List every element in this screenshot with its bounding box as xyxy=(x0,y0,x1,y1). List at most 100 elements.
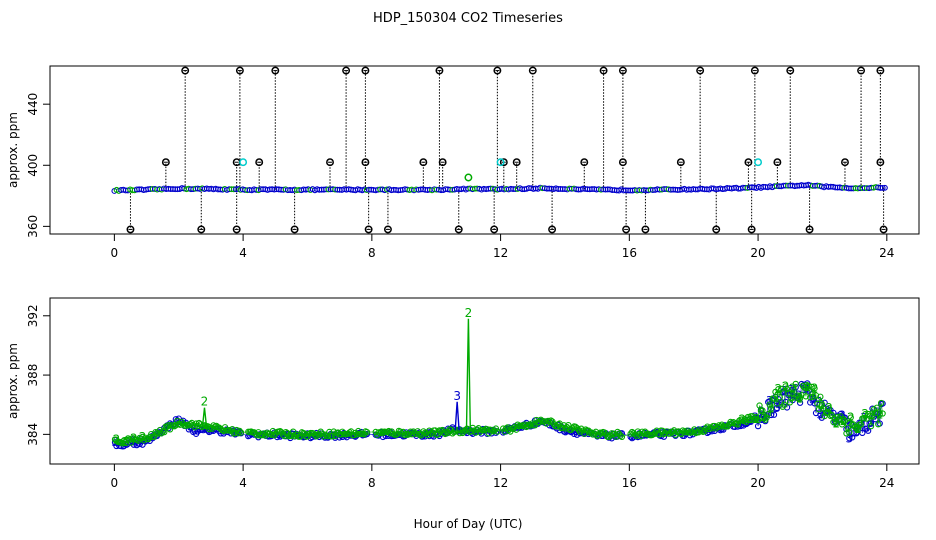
bottom-series-2-marker: 2 xyxy=(775,382,783,396)
bottom-series-2-marker: 2 xyxy=(796,391,804,405)
bottom-series-2-point xyxy=(618,433,626,440)
bottom-series-2-point xyxy=(767,405,775,412)
bottom-series-2-point xyxy=(815,406,823,413)
top-outlier-point xyxy=(744,158,753,167)
bottom-x-tick-label: 8 xyxy=(368,476,376,490)
top-x-tick-label: 24 xyxy=(879,246,894,260)
bottom-series-2-point xyxy=(792,380,799,388)
figure-title: HDP_150304 CO2 Timeseries xyxy=(373,11,563,26)
top-y-axis: 360 400 440 xyxy=(26,93,50,238)
bottom-series-2-point xyxy=(520,423,527,430)
x-axis-label: Hour of Day (UTC) xyxy=(414,517,523,531)
top-outlier-point xyxy=(696,66,705,75)
bottom-series-2-point xyxy=(866,412,873,419)
top-outlier-point xyxy=(841,158,849,167)
top-outlier-point xyxy=(438,158,447,167)
bottom-series-2-point xyxy=(773,400,781,407)
top-outlier-point xyxy=(235,66,244,75)
bottom-series-2-point xyxy=(401,431,408,439)
bottom-series-2-point xyxy=(481,427,488,434)
bottom-peak-line xyxy=(454,401,460,431)
bottom-series-2-point xyxy=(756,402,763,409)
top-outlier-point xyxy=(197,225,206,234)
bottom-plot-frame xyxy=(49,297,920,465)
top-outlier-point xyxy=(161,158,170,167)
top-outlier-point xyxy=(599,66,608,75)
bottom-series-2-point xyxy=(617,432,624,439)
bottom-series-2-point xyxy=(378,428,385,435)
bottom-series-2-point xyxy=(820,405,827,412)
bottom-x-tick-label: 24 xyxy=(879,476,894,490)
bottom-series-2-marker: 2 xyxy=(121,435,129,449)
top-x-tick-label: 4 xyxy=(239,246,247,260)
bottom-series-2-point xyxy=(627,430,634,437)
top-outlier-point xyxy=(454,225,463,234)
bottom-series-2-point xyxy=(833,420,840,427)
top-x-tick-label: 8 xyxy=(368,246,376,260)
bottom-series-2-point xyxy=(526,421,533,428)
bottom-series-3-point xyxy=(172,416,179,423)
bottom-series-3-point xyxy=(859,429,866,437)
top-outlier-point xyxy=(622,225,631,234)
bottom-series-3-point xyxy=(770,411,778,418)
bottom-series-2-point xyxy=(789,385,796,392)
bottom-peak-marker: 2 xyxy=(201,395,209,409)
bottom-series-2-point xyxy=(860,414,867,422)
bottom-series-2-marker: 2 xyxy=(767,402,775,416)
bottom-series-2-point xyxy=(161,428,168,436)
bottom-series-2-point xyxy=(494,428,501,435)
bottom-peak-line xyxy=(201,407,208,427)
bottom-series-3-marker: 3 xyxy=(780,384,788,398)
top-outlier-point xyxy=(271,66,280,75)
top-outlier-point xyxy=(239,158,248,167)
bottom-series-2-point xyxy=(579,427,586,434)
bottom-series-2-point xyxy=(434,431,442,438)
bottom-series-2-point xyxy=(796,395,804,402)
top-outlier-point xyxy=(676,158,685,167)
bottom-series-2-point xyxy=(837,413,844,420)
top-outlier-point xyxy=(712,225,721,234)
bottom-series-2-point xyxy=(788,395,795,402)
bottom-series-2-point xyxy=(187,421,194,428)
bottom-series-2-marker: 2 xyxy=(782,379,790,393)
top-outlier-point xyxy=(548,225,557,234)
top-series xyxy=(111,66,888,234)
bottom-series-2-marker: 2 xyxy=(803,380,811,394)
top-y-tick-label: 440 xyxy=(26,93,40,116)
bottom-series-2-marker: 2 xyxy=(825,401,833,415)
top-outlier-point xyxy=(786,66,795,75)
top-outlier-point xyxy=(747,225,756,234)
top-outlier-point xyxy=(876,66,885,75)
bottom-series-2-point xyxy=(702,424,710,432)
bottom-peak-line xyxy=(465,318,472,430)
bottom-peak-marker: 2 xyxy=(465,306,473,320)
bottom-series-2-point xyxy=(786,399,794,406)
bottom-y-tick-label: 384 xyxy=(26,423,40,446)
top-outlier-point xyxy=(383,225,392,234)
bottom-x-tick-label: 16 xyxy=(622,476,637,490)
top-outlier-point xyxy=(876,158,885,167)
bottom-series-3-point xyxy=(815,396,823,404)
bottom-series-2-point xyxy=(662,429,669,437)
top-outlier-point xyxy=(754,158,763,167)
top-outlier-point xyxy=(464,173,473,182)
top-y-axis-label: approx. ppm xyxy=(6,112,20,188)
bottom-series-2-point xyxy=(384,429,391,436)
bottom-series-3-marker: 3 xyxy=(766,394,774,408)
bottom-series-2-point xyxy=(123,436,130,443)
top-x-axis: 0 4 8 12 16 20 24 xyxy=(111,234,894,260)
bottom-series-2-point xyxy=(807,394,814,401)
bottom-series-2-marker: 2 xyxy=(840,414,848,428)
bottom-x-axis: 0 4 8 12 16 20 24 xyxy=(111,464,894,490)
bottom-series-2-marker: 2 xyxy=(811,381,819,395)
top-x-tick-label: 12 xyxy=(493,246,508,260)
bottom-series-3-marker: 3 xyxy=(853,425,861,439)
bottom-x-tick-label: 4 xyxy=(239,476,247,490)
bottom-series-2-marker: 2 xyxy=(738,412,746,426)
bottom-series-2-point xyxy=(502,425,510,432)
bottom-series-2-marker: 2 xyxy=(847,411,855,425)
bottom-series-2-point xyxy=(288,432,295,439)
bottom-series-2-point xyxy=(799,382,807,390)
